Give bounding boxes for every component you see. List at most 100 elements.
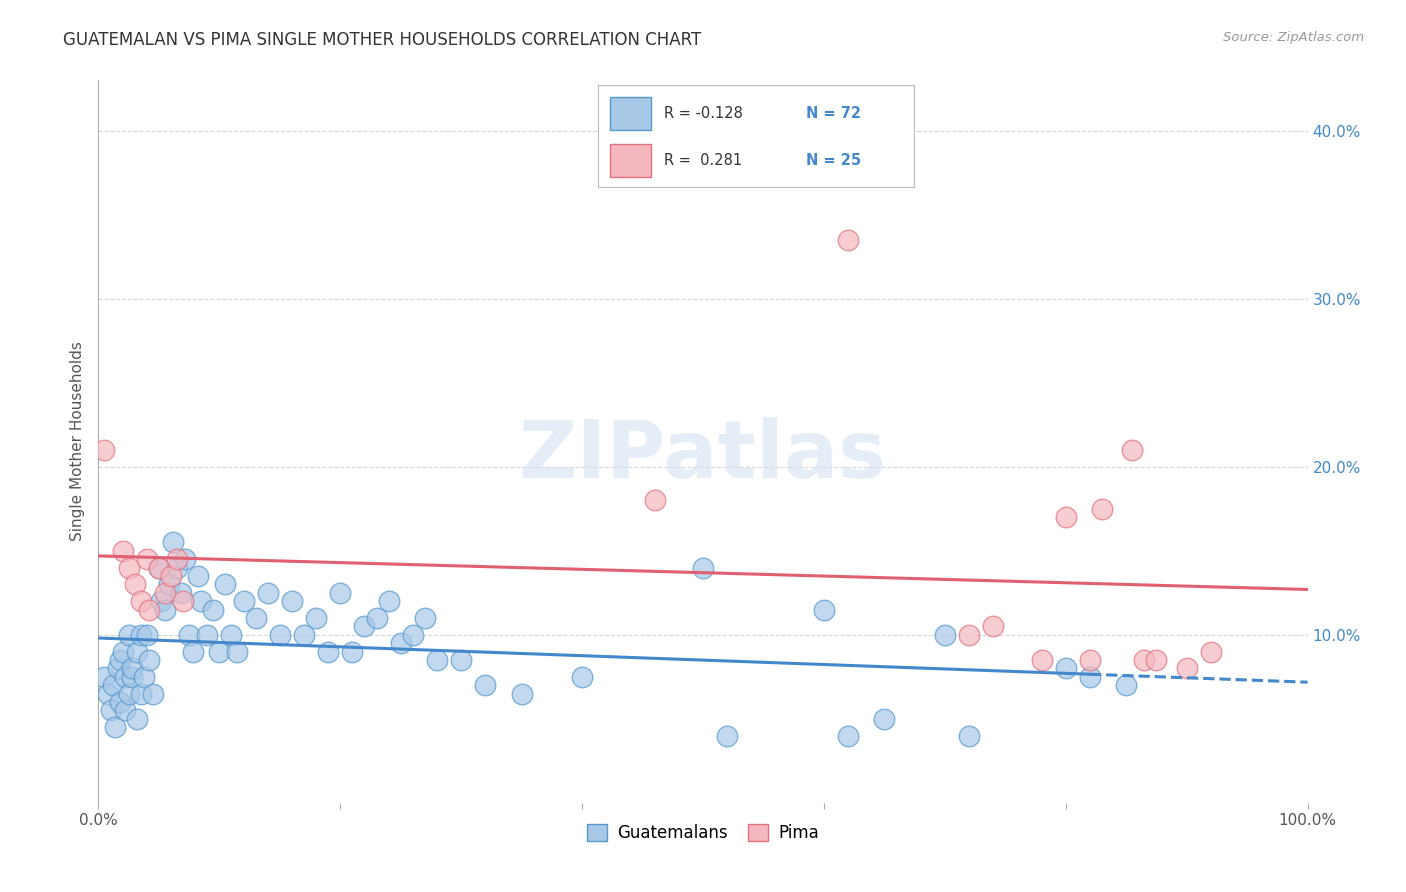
Point (450, 653, 472, 667)
Point (1146, 653, 1168, 667)
Point (138, 653, 160, 667)
Point (174, 552, 197, 566)
Point (426, 653, 449, 667)
Point (121, 670, 143, 684)
Point (256, 586, 278, 600)
Text: GUATEMALAN VS PIMA SINGLE MOTHER HOUSEHOLDS CORRELATION CHART: GUATEMALAN VS PIMA SINGLE MOTHER HOUSEHO… (63, 31, 702, 49)
Point (118, 628, 141, 642)
Point (474, 678, 496, 692)
Text: R = -0.128: R = -0.128 (664, 106, 742, 121)
Point (1175, 661, 1198, 675)
Point (93, 442, 115, 457)
Point (226, 644, 249, 658)
Point (934, 628, 956, 642)
Point (97, 687, 120, 701)
Point (269, 628, 291, 642)
Point (957, 729, 980, 743)
Point (114, 703, 136, 717)
Point (1054, 661, 1077, 675)
Point (813, 602, 835, 616)
Point (100, 703, 122, 717)
Point (169, 586, 191, 600)
Point (571, 670, 593, 684)
Point (1054, 510, 1077, 524)
Y-axis label: Single Mother Households: Single Mother Households (70, 342, 86, 541)
Point (232, 594, 254, 608)
Point (172, 594, 194, 608)
Point (1078, 653, 1101, 667)
Point (1078, 670, 1101, 684)
Text: ZIPatlas: ZIPatlas (519, 417, 887, 495)
Point (510, 687, 533, 701)
Bar (610, 97, 651, 130)
Point (195, 628, 218, 642)
Point (181, 644, 204, 658)
Point (129, 628, 152, 642)
Point (142, 687, 165, 701)
Point (127, 644, 149, 658)
Point (148, 560, 170, 574)
Text: N = 25: N = 25 (807, 153, 862, 169)
Point (245, 611, 267, 625)
Point (107, 661, 129, 675)
Point (402, 628, 425, 642)
Point (353, 619, 375, 633)
Point (157, 577, 180, 591)
Point (1091, 501, 1114, 516)
Point (166, 552, 188, 566)
Point (104, 720, 127, 734)
Point (162, 535, 184, 549)
Point (1121, 442, 1143, 457)
Point (111, 543, 134, 558)
Point (111, 644, 134, 658)
Point (837, 729, 859, 743)
Point (118, 560, 141, 574)
Point (837, 233, 859, 247)
Point (208, 644, 231, 658)
Text: N = 72: N = 72 (807, 106, 862, 121)
Point (150, 594, 173, 608)
Point (93, 670, 115, 684)
Point (179, 628, 201, 642)
Point (190, 594, 212, 608)
Point (1133, 653, 1156, 667)
Point (166, 560, 188, 574)
Point (957, 628, 980, 642)
Point (108, 653, 131, 667)
Point (135, 552, 157, 566)
Text: Source: ZipAtlas.com: Source: ZipAtlas.com (1223, 31, 1364, 45)
Point (129, 687, 152, 701)
Point (202, 602, 225, 616)
Point (118, 687, 141, 701)
Point (114, 670, 136, 684)
Point (153, 586, 176, 600)
Point (1031, 653, 1053, 667)
Point (214, 577, 236, 591)
Point (1115, 678, 1137, 692)
Point (129, 594, 152, 608)
Point (124, 577, 146, 591)
Point (692, 560, 714, 574)
Point (873, 712, 896, 726)
Point (108, 695, 131, 709)
Bar (610, 145, 651, 177)
Point (292, 628, 315, 642)
Point (138, 602, 160, 616)
Point (127, 712, 149, 726)
Legend: Guatemalans, Pima: Guatemalans, Pima (581, 817, 825, 848)
Point (329, 586, 352, 600)
Text: R =  0.281: R = 0.281 (664, 153, 742, 169)
Point (121, 661, 143, 675)
Point (153, 602, 176, 616)
Point (305, 611, 328, 625)
Point (187, 569, 209, 583)
Point (101, 678, 124, 692)
Point (644, 493, 666, 508)
Point (281, 594, 304, 608)
Point (134, 670, 156, 684)
Point (316, 644, 339, 658)
Point (413, 611, 436, 625)
Point (366, 611, 388, 625)
Point (716, 729, 738, 743)
Point (148, 560, 170, 574)
